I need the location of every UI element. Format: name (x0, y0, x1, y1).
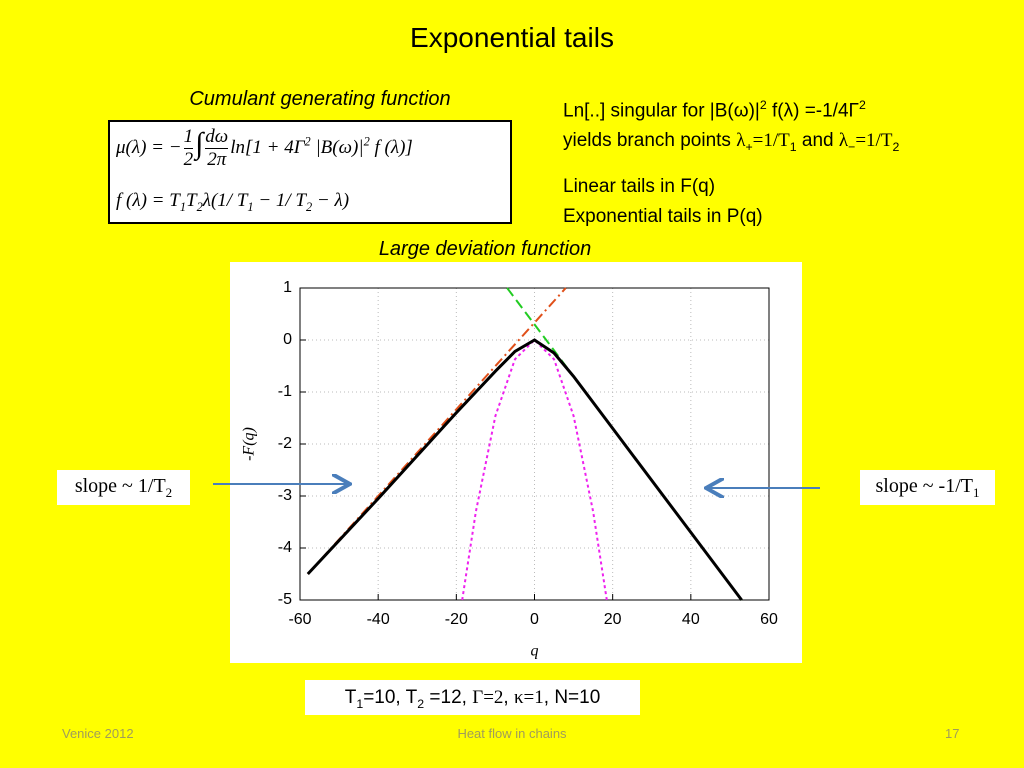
formula-line: μ(λ) = −1 2 ∫ dω 2π ln[1 + 4Γ2 |B(ω)|2 f (λ)] (116, 126, 413, 171)
f: λ(1/ T (202, 190, 248, 211)
footer: 17 (945, 726, 960, 741)
t: T (344, 687, 357, 708)
t: λ (838, 130, 849, 152)
f: 2 (183, 149, 194, 170)
f: − 1/ T (258, 190, 306, 211)
f: 2 (196, 199, 203, 214)
f: |B(ω)| (315, 136, 364, 158)
t: 1 (356, 696, 364, 711)
f: dω (205, 126, 229, 149)
t: + (745, 140, 753, 155)
t: and (796, 130, 839, 152)
frac: dω 2π (205, 126, 229, 171)
slope-label: slope ~ -1/T1 (860, 470, 995, 505)
footer: Heat flow in chains (457, 726, 567, 741)
t: 2 (892, 140, 900, 155)
f: 2 (305, 199, 313, 214)
f: 2 (363, 134, 370, 149)
chart-heading: Large deviation function (378, 238, 592, 260)
note: yields branch points λ+=1/T1 and λ−=1/T2 (563, 126, 899, 162)
heading: Cumulant generating function (189, 88, 451, 110)
y-tick-label: -3 (278, 487, 292, 504)
t: λ (736, 130, 746, 152)
t: 1 (789, 140, 797, 155)
t: κ=1 (513, 687, 544, 708)
f: f (λ) = T (116, 190, 180, 211)
t: =1/T (752, 130, 790, 152)
y-tick-label: 0 (283, 331, 292, 348)
notes: Ln[..] singular for |B(ω)|2 f(λ) =-1/4Γ2… (563, 90, 899, 232)
t: 2 (165, 485, 173, 500)
f: f (λ)] (374, 136, 413, 158)
y-tick-label: -5 (278, 591, 292, 608)
slope-label: slope ~ 1/T2 (57, 470, 190, 505)
x-tick-label: -40 (367, 611, 390, 628)
t: 2 (759, 98, 767, 112)
t: slope ~ 1/T (74, 475, 166, 497)
f: 1 (247, 199, 254, 214)
t: =1/T (855, 130, 893, 152)
t: 2 (859, 98, 866, 112)
y-axis-label: -F(q) (241, 427, 258, 461)
x-tick-label: -60 (288, 611, 311, 628)
t: =12, (424, 687, 473, 708)
t: 2 (417, 696, 425, 711)
t: f(λ) =-1/4Γ (766, 100, 859, 122)
f: 1 (183, 126, 194, 149)
y-tick-label: -1 (278, 383, 292, 400)
series-line (461, 338, 608, 601)
x-tick-label: 20 (604, 611, 622, 628)
y-tick-label: -2 (278, 435, 292, 452)
t: yields branch points (563, 130, 737, 152)
f: 1 (179, 199, 186, 214)
t: 1 (972, 485, 980, 500)
f: T (185, 190, 197, 211)
x-tick-label: 40 (682, 611, 700, 628)
note: Linear tails in F(q) (563, 176, 716, 198)
x-axis-label: q (531, 643, 539, 660)
footer: Venice 2012 (62, 726, 134, 741)
params: T1=10, T2 =12, Γ=2, κ=1, N=10 (305, 680, 640, 715)
x-tick-label: 0 (530, 611, 539, 628)
t: slope ~ -1/T (875, 475, 973, 497)
formula-box: μ(λ) = −1 2 ∫ dω 2π ln[1 + 4Γ2 |B(ω)|2 f (λ)]… (108, 120, 512, 224)
t: , (503, 687, 514, 708)
t: − (848, 140, 856, 155)
note: Exponential tails in P(q) (563, 206, 763, 228)
f: 2π (207, 149, 227, 170)
x-tick-label: 60 (760, 611, 778, 628)
series-line (306, 338, 743, 601)
title: Exponential tails (410, 22, 614, 53)
x-tick-label: -20 (445, 611, 468, 628)
formula-line: f (λ) = T1T2λ(1/ T1 − 1/ T2 − λ) (116, 190, 349, 215)
y-tick-label: 1 (283, 279, 292, 296)
t: Ln[..] singular for |B(ω)| (563, 100, 760, 122)
note: Ln[..] singular for |B(ω)|2 f(λ) =-1/4Γ2 (563, 90, 899, 126)
f: ln[1 + 4Γ (230, 136, 305, 158)
chart: -60 -40 -20 0 20 40 60 -5 -4 -3 -2 -1 0 1 q -F(q) (230, 262, 802, 663)
y-tick-label: -4 (278, 539, 292, 556)
f: 2 (304, 134, 311, 149)
t: =10, T (363, 687, 418, 708)
f: μ(λ) = − (116, 136, 182, 158)
t: , N=10 (543, 687, 601, 708)
t: Γ=2 (472, 687, 504, 708)
f: − λ) (316, 190, 350, 211)
f: ∫ (195, 126, 204, 160)
plot-frame (299, 287, 770, 601)
